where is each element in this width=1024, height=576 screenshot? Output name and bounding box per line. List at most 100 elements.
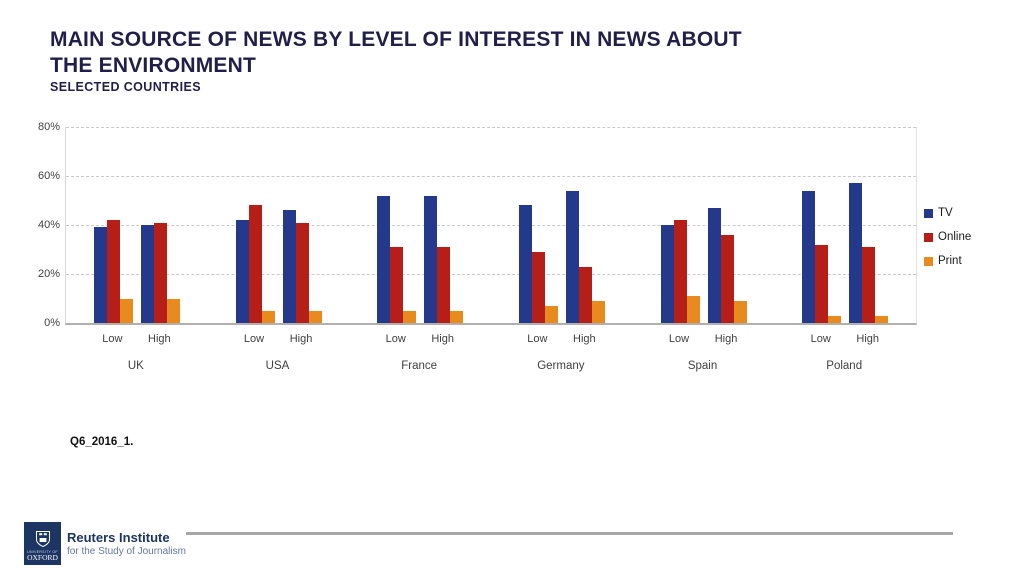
- bar-group-poland-high: [849, 127, 889, 323]
- country-label-france: France: [401, 360, 438, 372]
- bar-tv-germany-low: [518, 205, 532, 323]
- bar-print-uk-high: [166, 298, 180, 323]
- legend-swatch-online: [924, 232, 933, 242]
- bar-group-poland-low: [802, 127, 842, 323]
- legend-swatch-print: [924, 256, 933, 266]
- bar-tv-germany-high: [565, 190, 579, 323]
- bar-online-poland-high: [862, 247, 876, 323]
- bars-row: [66, 127, 916, 323]
- bar-tv-france-high: [424, 195, 438, 323]
- country-label-uk: UK: [127, 360, 144, 372]
- legend-label-tv: TV: [938, 207, 953, 219]
- group-label-poland-high: High: [856, 333, 879, 345]
- group-label-germany-high: High: [573, 333, 596, 345]
- bar-tv-poland-low: [802, 190, 816, 323]
- bar-tv-spain-high: [707, 207, 721, 323]
- group-label-usa-low: Low: [243, 333, 265, 345]
- group-label-uk-high: High: [148, 333, 171, 345]
- y-axis-tick-label: 40%: [37, 219, 60, 231]
- country-label-spain: Spain: [687, 360, 718, 372]
- bar-print-poland-high: [875, 315, 889, 323]
- x-axis-group-labels: Low High Low High Low High Low High Low High Low Hi…: [65, 333, 915, 345]
- bar-group-spain-low: [660, 127, 700, 323]
- x-axis-country-labels: UK USA France Germany Spain Poland: [65, 360, 915, 372]
- gridline-20: [66, 274, 916, 275]
- y-axis-tick-label: 80%: [37, 121, 60, 133]
- y-axis-tick-label: 60%: [37, 170, 60, 182]
- bar-print-spain-high: [733, 300, 747, 323]
- plot-area: [65, 127, 917, 325]
- oxford-logo-text-bottom: OXFORD: [27, 553, 58, 562]
- legend-swatch-tv: [924, 208, 933, 218]
- bar-print-germany-high: [591, 300, 605, 323]
- bar-print-poland-low: [828, 315, 842, 323]
- country-panel-uk: [66, 127, 208, 323]
- group-label-france-low: Low: [385, 333, 406, 345]
- country-panel-usa: [208, 127, 350, 323]
- bar-group-germany-high: [565, 127, 605, 323]
- group-label-spain-low: Low: [668, 333, 690, 345]
- oxford-logo-text-top: UNIVERSITY OF: [27, 550, 58, 554]
- group-labels-poland: Low High: [773, 333, 915, 345]
- group-labels-usa: Low High: [207, 333, 349, 345]
- oxford-logo: UNIVERSITY OF OXFORD: [24, 522, 61, 565]
- y-axis-tick-label: 0%: [44, 317, 60, 329]
- question-note: Q6_2016_1.: [70, 436, 134, 448]
- bar-online-poland-low: [815, 244, 829, 323]
- gridline-80: [66, 127, 916, 128]
- bar-online-germany-low: [531, 251, 545, 323]
- bar-print-spain-low: [686, 296, 700, 323]
- legend-item-print: Print: [924, 254, 971, 268]
- bar-online-germany-high: [578, 266, 592, 323]
- bar-tv-spain-low: [660, 225, 674, 323]
- group-labels-germany: Low High: [490, 333, 632, 345]
- reuters-institute-logo-text: Reuters Institute for the Study of Journ…: [67, 530, 186, 558]
- bar-online-usa-high: [295, 222, 309, 323]
- group-labels-france: Low High: [348, 333, 490, 345]
- group-label-france-high: High: [431, 333, 454, 345]
- bar-online-usa-low: [248, 205, 262, 323]
- bar-group-uk-low: [93, 127, 133, 323]
- bar-online-uk-high: [153, 222, 167, 323]
- country-label-usa: USA: [265, 360, 290, 372]
- bar-tv-usa-low: [235, 220, 249, 323]
- country-panel-france: [349, 127, 491, 323]
- oxford-crest-icon: [35, 531, 50, 548]
- group-label-uk-low: Low: [102, 333, 123, 345]
- org-name: Reuters Institute: [67, 530, 170, 545]
- bar-print-france-low: [403, 310, 417, 323]
- legend-item-tv: TV: [924, 206, 971, 220]
- bar-online-france-low: [390, 247, 404, 323]
- group-label-germany-low: Low: [527, 333, 548, 345]
- bar-group-uk-high: [140, 127, 180, 323]
- group-labels-spain: Low High: [632, 333, 774, 345]
- legend-label-online: Online: [938, 231, 972, 243]
- page-title-line2: THE ENVIRONMENT: [50, 54, 257, 77]
- legend-item-online: Online: [924, 230, 971, 244]
- footer-divider-line: [186, 532, 953, 535]
- country-label-germany: Germany: [537, 360, 585, 372]
- bar-online-spain-high: [720, 234, 734, 323]
- bar-group-germany-low: [518, 127, 558, 323]
- group-label-usa-high: High: [289, 333, 313, 345]
- bar-tv-usa-high: [282, 210, 296, 323]
- bar-tv-france-low: [377, 195, 391, 323]
- bar-group-france-low: [377, 127, 417, 323]
- y-axis-tick-label: 20%: [37, 268, 60, 280]
- page-title: MAIN SOURCE OF NEWS BY LEVEL OF INTEREST…: [50, 27, 970, 79]
- bar-group-usa-high: [282, 127, 322, 323]
- bar-group-france-high: [424, 127, 464, 323]
- bar-print-france-high: [450, 310, 464, 323]
- org-tagline: for the Study of Journalism: [67, 546, 186, 557]
- page-subtitle: SELECTED COUNTRIES: [50, 80, 201, 94]
- bar-print-usa-low: [261, 310, 275, 323]
- country-label-poland: Poland: [826, 360, 863, 372]
- bar-online-spain-low: [673, 220, 687, 323]
- page-title-line1: MAIN SOURCE OF NEWS BY LEVEL OF INTEREST…: [50, 28, 742, 51]
- gridline-60: [66, 176, 916, 177]
- bar-print-germany-low: [544, 305, 558, 323]
- bar-online-uk-low: [106, 220, 120, 323]
- bar-tv-poland-high: [849, 183, 863, 323]
- group-label-spain-high: High: [714, 333, 738, 345]
